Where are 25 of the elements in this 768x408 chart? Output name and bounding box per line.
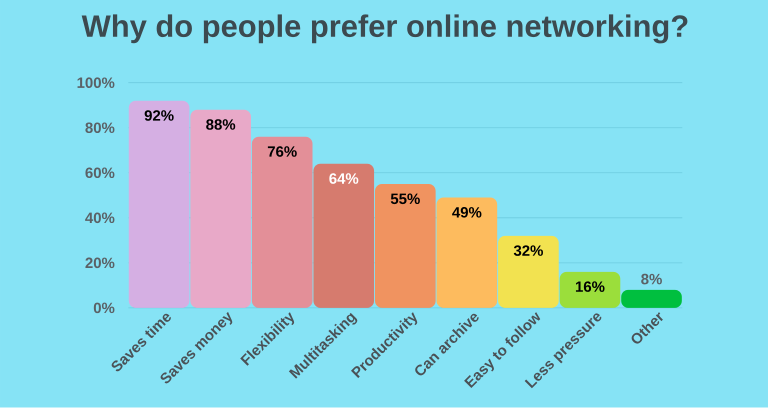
data-label: 55%: [390, 194, 420, 204]
bar: [374, 184, 436, 308]
bar: [560, 272, 620, 308]
bar: [128, 100, 190, 308]
data-label: 8%: [641, 274, 662, 285]
data-label: 88%: [206, 119, 236, 130]
y-tick-label: 60%: [85, 168, 114, 178]
y-tick-label: 100%: [78, 78, 114, 88]
data-label: 64%: [329, 173, 358, 184]
y-tick-label: 80%: [85, 122, 114, 134]
bar: [190, 110, 251, 308]
y-tick-label: 40%: [85, 212, 114, 224]
bar: [621, 290, 682, 308]
y-tick-label: 0%: [94, 302, 114, 314]
y-tick-label: 20%: [85, 258, 114, 268]
bar: [252, 136, 313, 308]
chart-title: Why do people prefer online networking?: [82, 14, 688, 44]
data-label: 76%: [268, 146, 297, 158]
data-label: 16%: [576, 282, 605, 292]
data-label: 32%: [514, 246, 543, 256]
bar: [498, 236, 559, 308]
data-label: 92%: [144, 110, 174, 122]
bar: [313, 164, 374, 308]
data-label: 49%: [452, 207, 482, 218]
bar: [436, 198, 498, 308]
